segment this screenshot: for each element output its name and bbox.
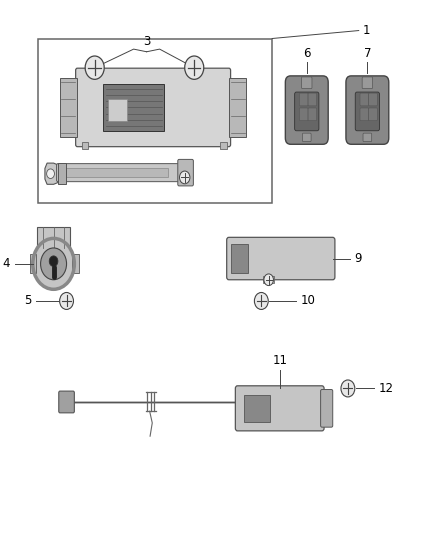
- Circle shape: [264, 274, 273, 286]
- Bar: [64, 168, 168, 177]
- Text: 4: 4: [3, 257, 10, 270]
- Bar: [72, 254, 79, 273]
- FancyBboxPatch shape: [308, 108, 317, 120]
- Text: 10: 10: [300, 294, 315, 308]
- Text: 11: 11: [272, 354, 287, 367]
- FancyBboxPatch shape: [346, 76, 389, 144]
- FancyBboxPatch shape: [363, 133, 372, 142]
- Circle shape: [33, 238, 74, 289]
- Circle shape: [85, 56, 104, 79]
- FancyBboxPatch shape: [302, 77, 312, 88]
- Circle shape: [254, 293, 268, 310]
- FancyBboxPatch shape: [360, 93, 369, 106]
- Bar: [60, 78, 78, 136]
- FancyBboxPatch shape: [76, 68, 230, 147]
- Circle shape: [60, 293, 74, 310]
- FancyBboxPatch shape: [295, 92, 319, 131]
- FancyBboxPatch shape: [300, 108, 308, 120]
- Text: 1: 1: [363, 24, 371, 37]
- Text: 12: 12: [378, 382, 393, 395]
- FancyBboxPatch shape: [321, 390, 333, 427]
- Text: 6: 6: [303, 47, 311, 60]
- Bar: [37, 227, 70, 248]
- FancyBboxPatch shape: [300, 93, 308, 106]
- Bar: [58, 163, 66, 184]
- Bar: [231, 244, 248, 273]
- Circle shape: [180, 171, 190, 184]
- FancyBboxPatch shape: [308, 93, 317, 106]
- FancyBboxPatch shape: [355, 92, 379, 131]
- Bar: [108, 99, 127, 120]
- FancyBboxPatch shape: [302, 133, 311, 142]
- Circle shape: [41, 248, 67, 280]
- Circle shape: [185, 56, 204, 79]
- FancyBboxPatch shape: [369, 108, 377, 120]
- FancyBboxPatch shape: [360, 108, 369, 120]
- FancyBboxPatch shape: [369, 93, 377, 106]
- Bar: [30, 254, 36, 273]
- Bar: [244, 395, 270, 422]
- FancyBboxPatch shape: [227, 237, 335, 280]
- Circle shape: [49, 256, 58, 266]
- FancyBboxPatch shape: [285, 76, 328, 144]
- FancyBboxPatch shape: [362, 77, 373, 88]
- FancyBboxPatch shape: [235, 386, 324, 431]
- Bar: [82, 142, 88, 149]
- Bar: [39, 38, 272, 203]
- Bar: [264, 276, 274, 284]
- Circle shape: [341, 380, 355, 397]
- Bar: [103, 84, 164, 131]
- Text: 7: 7: [364, 47, 371, 60]
- Text: 3: 3: [143, 35, 150, 47]
- Circle shape: [46, 169, 54, 179]
- Bar: [220, 142, 227, 149]
- Bar: [229, 78, 246, 136]
- FancyBboxPatch shape: [59, 391, 74, 413]
- Polygon shape: [45, 163, 60, 184]
- Text: 5: 5: [25, 294, 32, 308]
- FancyBboxPatch shape: [178, 159, 193, 186]
- FancyBboxPatch shape: [57, 164, 180, 182]
- Text: 9: 9: [354, 252, 362, 265]
